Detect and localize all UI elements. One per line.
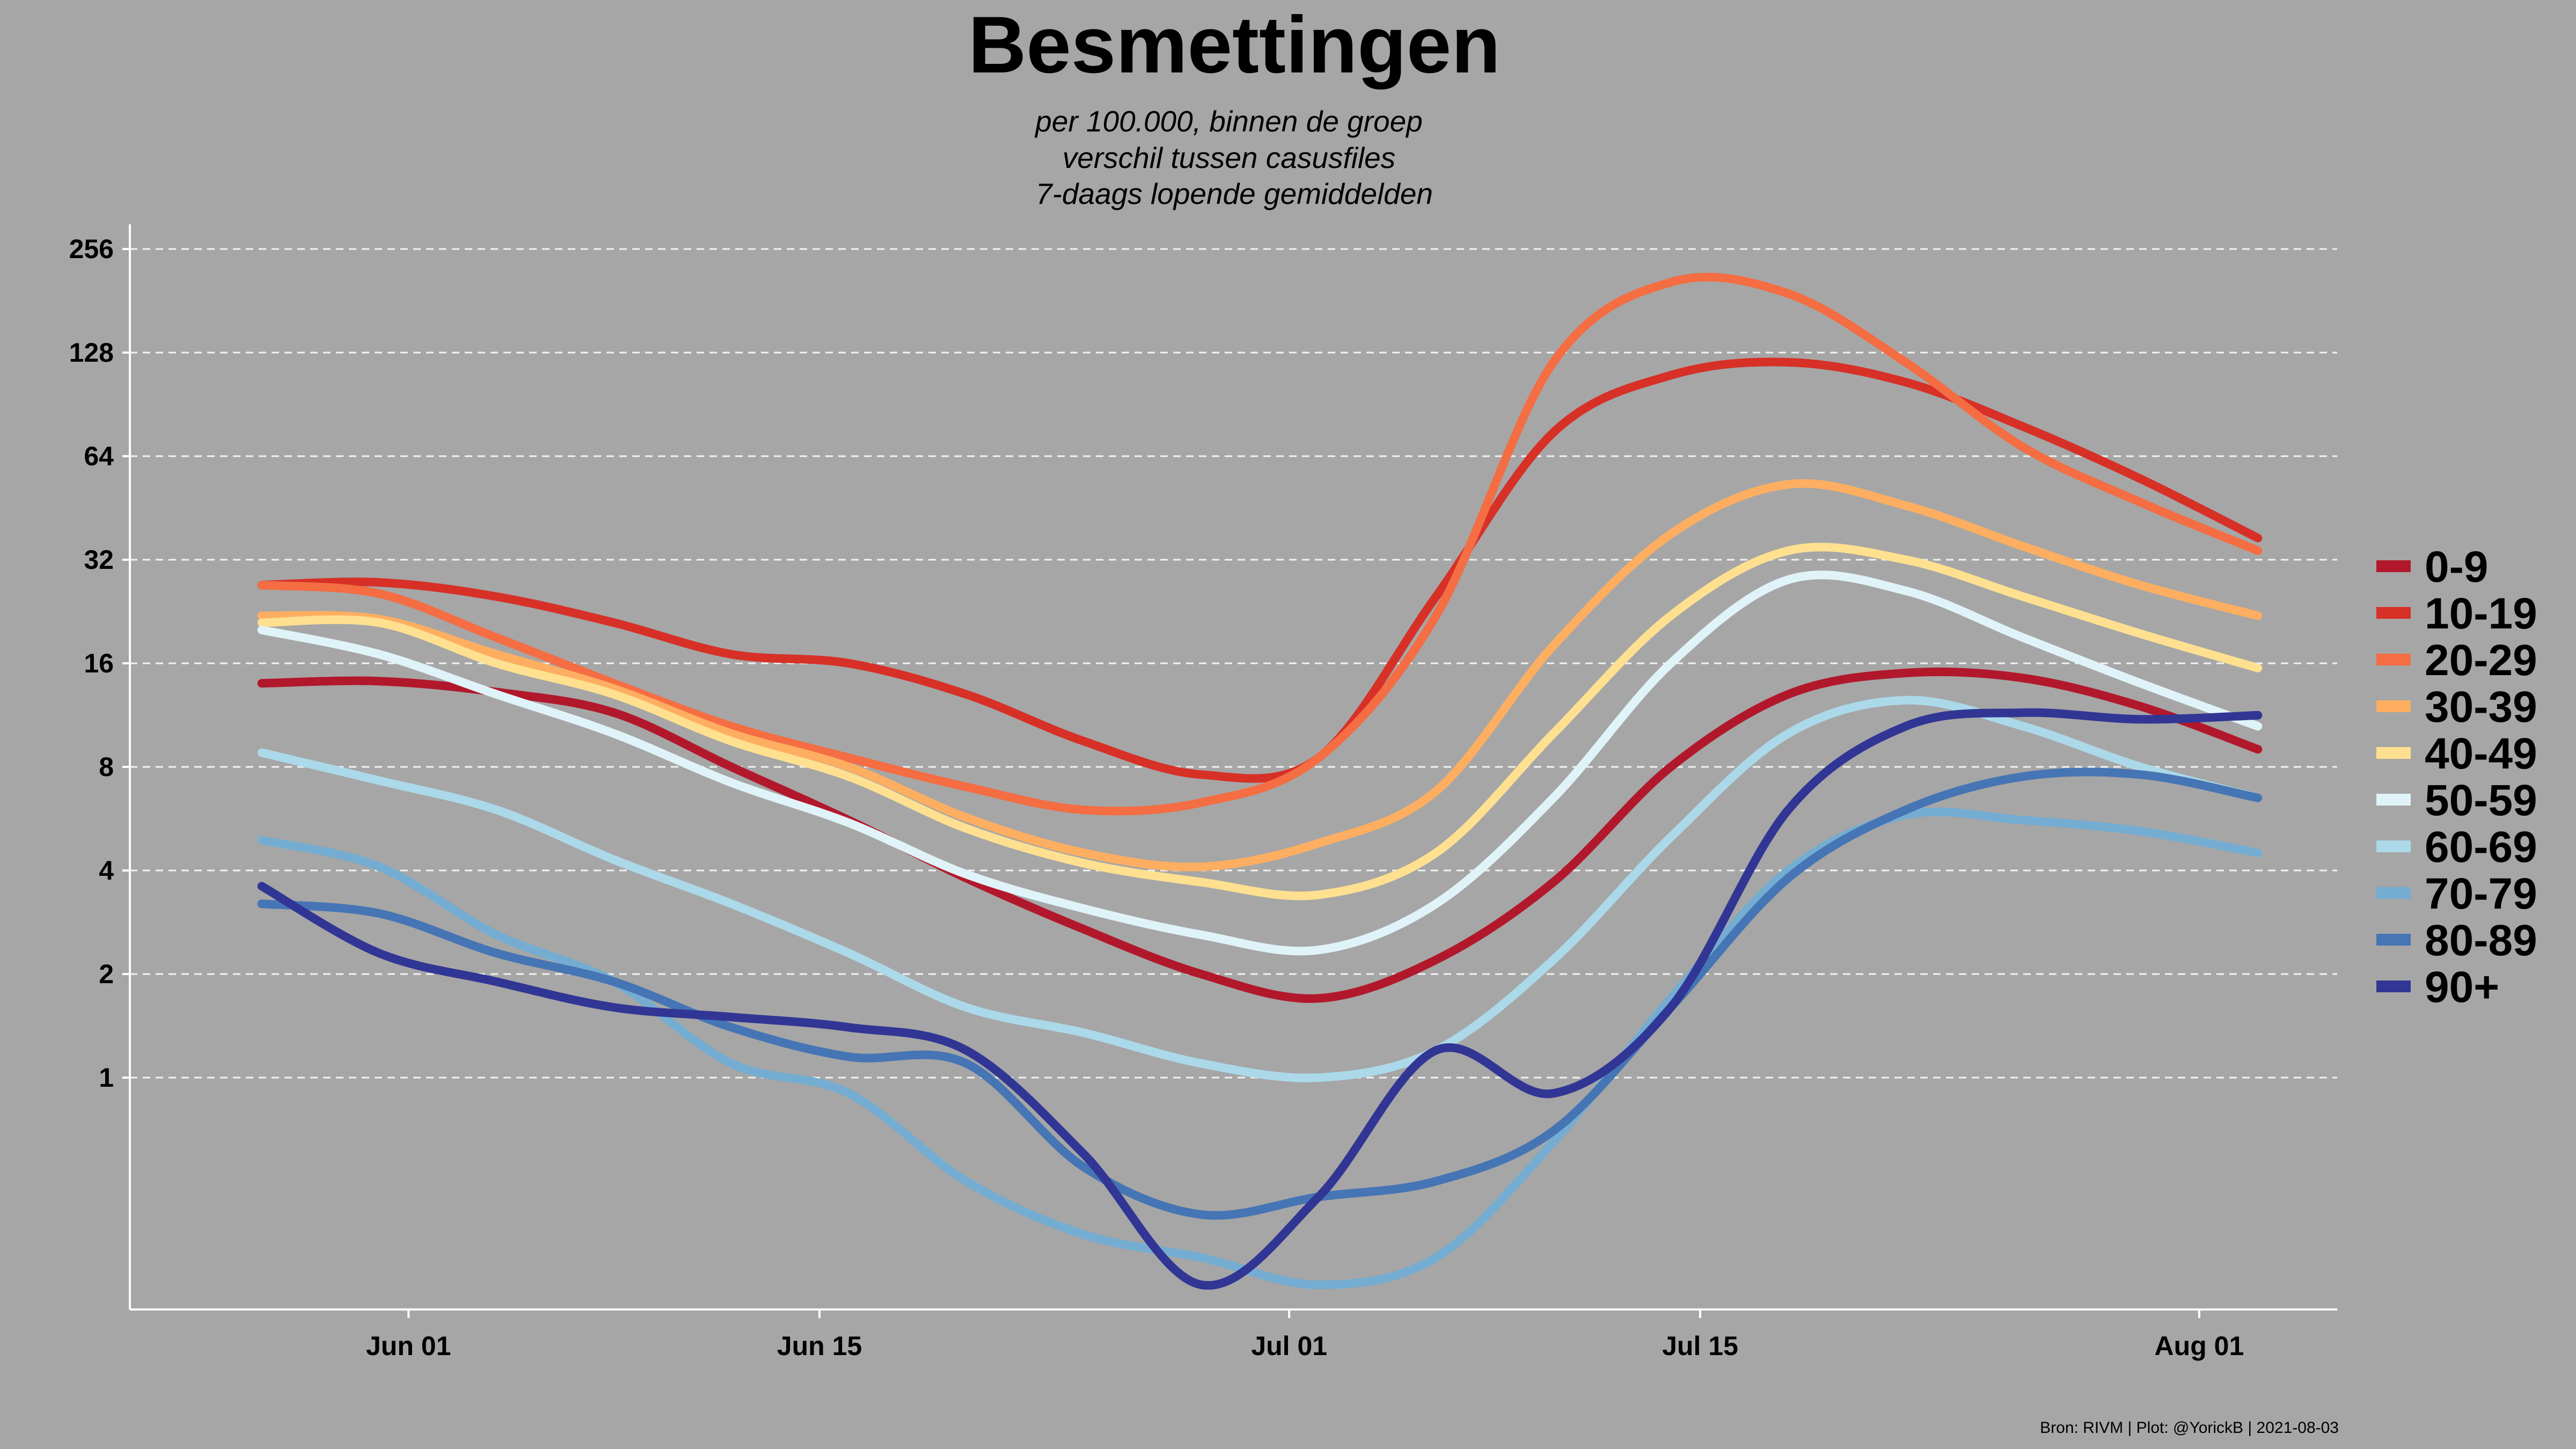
y-tick-label: 8 (99, 752, 114, 782)
legend-label-20-29: 20-29 (2425, 636, 2537, 685)
series-line-20-29 (257, 273, 2263, 816)
series-line-90+ (257, 708, 2263, 1290)
chart-title: Besmettingen (968, 0, 1501, 90)
chart-subtitle-line-3: 7-daags lopende gemiddelden (1036, 177, 1433, 210)
y-tick-label: 64 (84, 441, 114, 471)
y-tick-label: 256 (69, 234, 114, 264)
x-tick-label: Jul 15 (1662, 1331, 1738, 1361)
legend-label-0-9: 0-9 (2425, 543, 2489, 591)
y-tick-label: 1 (99, 1063, 114, 1093)
y-tick-label: 16 (84, 648, 114, 678)
y-tick-label: 2 (99, 959, 114, 989)
y-tick-label: 4 (99, 855, 114, 885)
axes (129, 224, 2337, 1311)
series-line-30-39 (257, 479, 2263, 872)
series-line-50-59 (257, 570, 2263, 956)
series-line-80-89 (257, 767, 2263, 1220)
series-line-60-69 (257, 696, 2263, 1082)
source-caption: Bron: RIVM | Plot: @YorickB | 2021-08-03 (2040, 1419, 2339, 1437)
gridlines (130, 248, 2337, 1079)
legend-label-90+: 90+ (2425, 963, 2499, 1012)
legend-label-30-39: 30-39 (2425, 683, 2537, 731)
y-tick-label: 32 (84, 545, 114, 575)
x-tick-label: Aug 01 (2155, 1331, 2244, 1361)
legend-label-60-69: 60-69 (2425, 823, 2537, 872)
series-line-0-9 (257, 667, 2263, 1003)
legend-label-40-49: 40-49 (2425, 729, 2537, 778)
x-tick-label: Jun 01 (366, 1331, 451, 1361)
x-tick-label: Jun 15 (777, 1331, 862, 1361)
legend-label-10-19: 10-19 (2425, 589, 2537, 638)
series-lines (257, 273, 2263, 1290)
legend-label-70-79: 70-79 (2425, 869, 2537, 918)
y-axis-ticks: 1 2 4 8 16 32 64 128 256 (69, 234, 130, 1093)
legend-label-50-59: 50-59 (2425, 776, 2537, 825)
x-axis-ticks: Jun 01 Jun 15 Jul 01 Jul 15 Aug 01 (366, 1309, 2244, 1361)
series-line-40-49 (257, 543, 2263, 901)
legend-label-80-89: 80-89 (2425, 916, 2537, 965)
y-tick-label: 128 (69, 338, 114, 368)
legend: 0-910-1920-2930-3940-4950-5960-6970-7980… (2376, 543, 2537, 1012)
x-tick-label: Jul 01 (1251, 1331, 1327, 1361)
chart-subtitle-line-2: verschil tussen casusfiles (1063, 141, 1396, 174)
chart-subtitle-line-1: per 100.000, binnen de groep (1034, 105, 1423, 138)
